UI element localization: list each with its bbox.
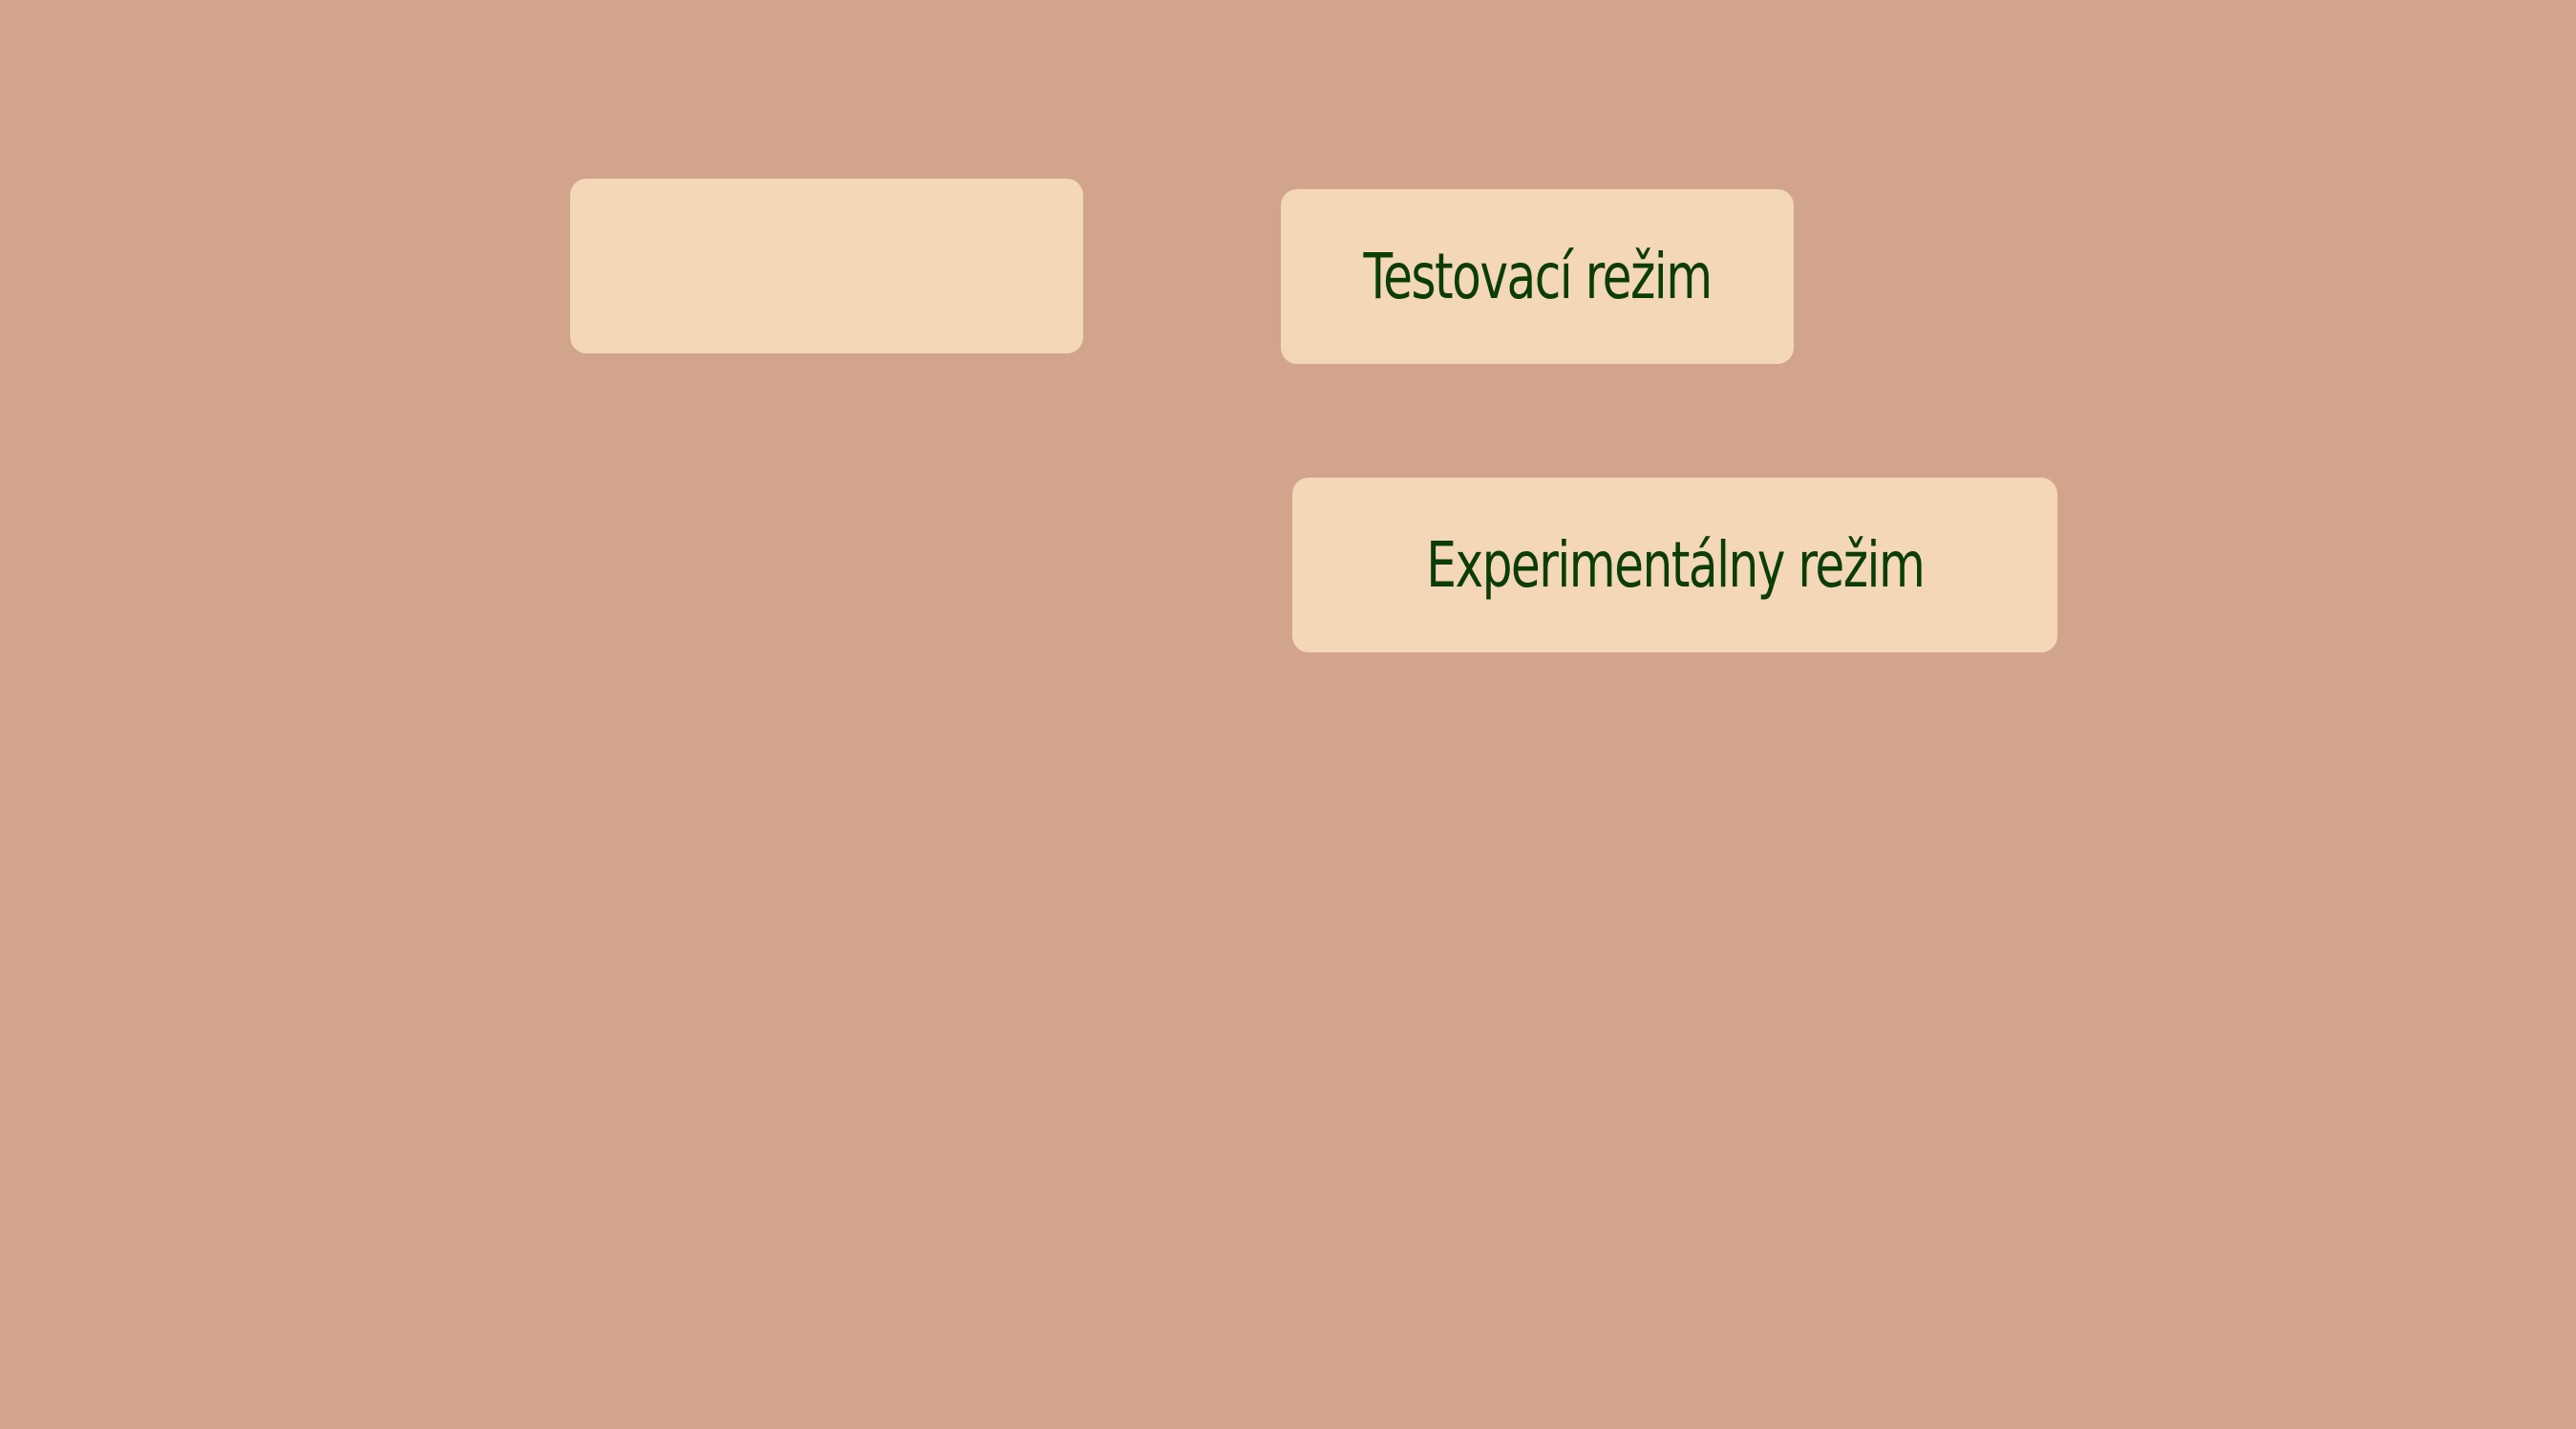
experimental-mode-button[interactable]: Experimentálny režim — [1292, 478, 2057, 652]
test-mode-button[interactable]: Testovací režim — [1281, 189, 1794, 364]
test-mode-button-label: Testovací režim — [1363, 240, 1713, 313]
experimental-mode-button-label: Experimentálny režim — [1425, 528, 1926, 602]
unlabeled-button[interactable] — [570, 179, 1083, 353]
